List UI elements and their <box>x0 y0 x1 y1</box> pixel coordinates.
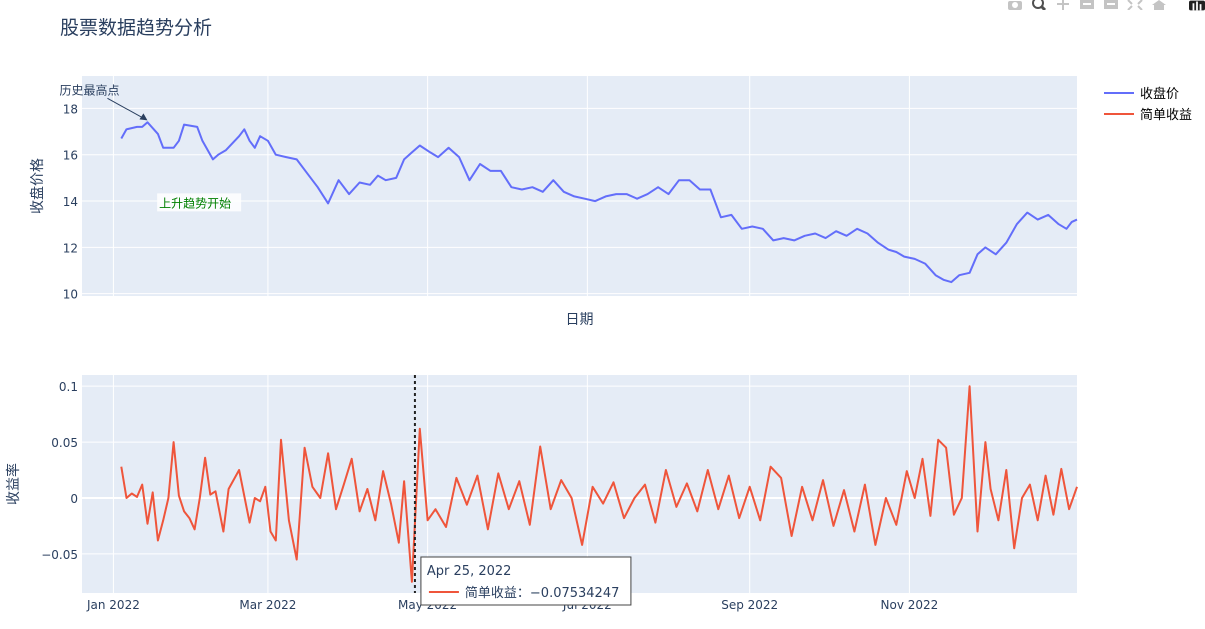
returns-y-tick-label: −0.05 <box>41 548 78 562</box>
legend-item-returns[interactable]: 简单收益 <box>1104 107 1192 123</box>
modebar <box>1007 0 1205 12</box>
hover-tooltip-value: 简单收益：−0.07534247 <box>465 585 619 601</box>
annotation-trend-label: 上升趋势开始 <box>159 196 231 210</box>
price-gridlines <box>82 76 1077 296</box>
price-y-tick-label: 12 <box>63 241 78 255</box>
returns-x-tick-label: Nov 2022 <box>881 598 939 612</box>
legend: 收盘价 简单收益 <box>1104 86 1192 123</box>
returns-y-ticks: −0.05 0 0.05 0.1 <box>41 380 78 562</box>
returns-x-tick-label: Mar 2022 <box>239 598 296 612</box>
price-y-tick-label: 14 <box>63 195 78 209</box>
annotation-peak-label: 历史最高点 <box>59 82 119 97</box>
home-icon[interactable] <box>1151 0 1167 12</box>
price-y-ticks: 10 12 14 16 18 <box>63 102 78 301</box>
returns-y-tick-label: 0.1 <box>59 380 78 394</box>
returns-y-axis-title: 收益率 <box>5 463 22 505</box>
annotation-arrow-line <box>107 97 146 120</box>
annotation-trend-bg <box>157 193 242 212</box>
returns-x-tick-label: Jan 2022 <box>86 598 140 612</box>
camera-icon[interactable] <box>1007 0 1023 12</box>
legend-label-price: 收盘价 <box>1140 86 1179 102</box>
price-y-tick-label: 10 <box>63 288 78 302</box>
price-x-axis-title: 日期 <box>566 312 594 328</box>
price-y-tick-label: 16 <box>63 149 78 163</box>
legend-label-returns: 简单收益 <box>1140 107 1192 123</box>
autoscale-icon[interactable] <box>1127 0 1143 12</box>
hover-tooltip-date: Apr 25, 2022 <box>427 564 512 579</box>
price-plot-area[interactable] <box>82 76 1077 296</box>
price-y-tick-label: 18 <box>63 102 78 116</box>
price-series-line[interactable] <box>120 121 1078 284</box>
zoom-out-icon[interactable] <box>1103 0 1119 12</box>
zoom-in-icon[interactable] <box>1079 0 1095 12</box>
annotation-arrowhead <box>139 113 148 121</box>
hover-tooltip-box <box>420 556 632 606</box>
plotly-logo-icon[interactable] <box>1189 0 1205 12</box>
returns-gridlines <box>82 375 1077 593</box>
hover-tooltip: Apr 25, 2022 简单收益：−0.07534247 <box>420 556 632 606</box>
returns-y-tick-label: 0 <box>70 492 78 506</box>
legend-item-price[interactable]: 收盘价 <box>1104 86 1179 102</box>
chart-title: 股票数据趋势分析 <box>60 17 212 39</box>
returns-series-line[interactable] <box>120 385 1078 583</box>
returns-x-tick-label: Sep 2022 <box>721 598 778 612</box>
pan-icon[interactable] <box>1055 0 1071 12</box>
price-y-axis-title: 收盘价格 <box>29 158 46 214</box>
returns-y-tick-label: 0.05 <box>51 436 78 450</box>
zoom-icon[interactable] <box>1031 0 1047 12</box>
